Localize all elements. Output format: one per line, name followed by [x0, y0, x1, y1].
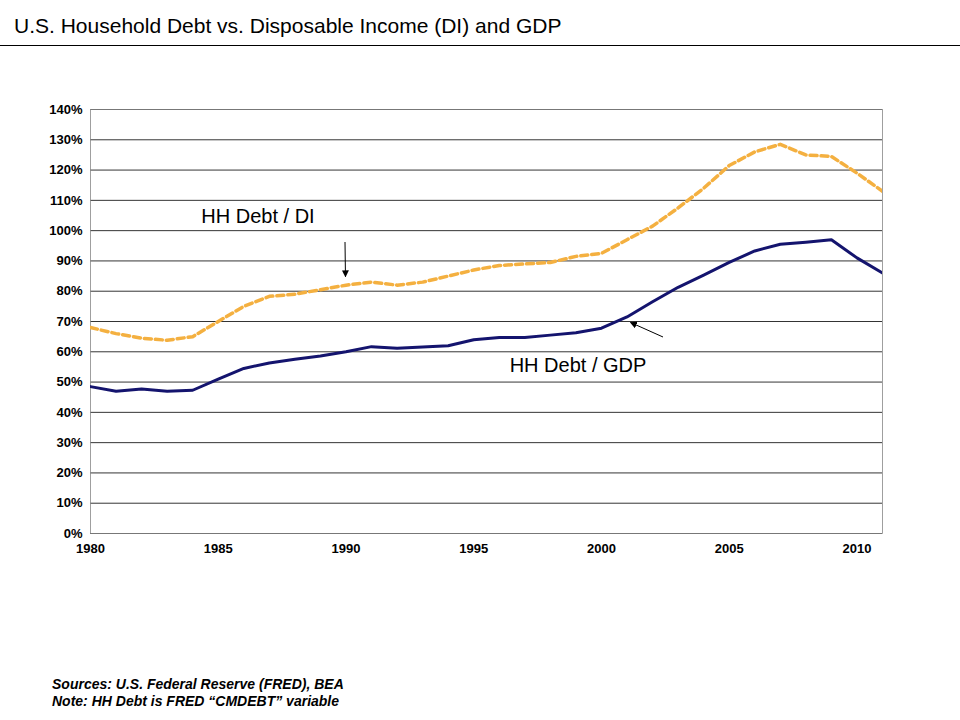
svg-text:130%: 130% [49, 132, 83, 147]
svg-text:2010: 2010 [842, 541, 871, 556]
svg-text:120%: 120% [49, 162, 83, 177]
html-text:U.S. Household Debt vs. Dispos: U.S. Household Debt vs. Disposable Incom… [14, 14, 562, 37]
svg-text:HH Debt / GDP: HH Debt / GDP [510, 354, 647, 376]
html-text:Sources: U.S. Federal Reserve: Sources: U.S. Federal Reserve (FRED), BE… [52, 676, 344, 692]
svg-text:90%: 90% [56, 253, 82, 268]
svg-text:20%: 20% [56, 465, 82, 480]
svg-text:100%: 100% [49, 223, 83, 238]
svg-text:80%: 80% [56, 283, 82, 298]
svg-text:140%: 140% [49, 102, 83, 117]
svg-text:1985: 1985 [204, 541, 233, 556]
svg-text:60%: 60% [56, 344, 82, 359]
svg-text:2005: 2005 [715, 541, 744, 556]
svg-text:2000: 2000 [587, 541, 616, 556]
svg-text:HH Debt / DI: HH Debt / DI [201, 205, 314, 227]
svg-text:10%: 10% [56, 495, 82, 510]
html-text:Note: HH Debt is FRED “CMDEBT”: Note: HH Debt is FRED “CMDEBT” variable [52, 693, 339, 709]
svg-text:0%: 0% [64, 526, 83, 541]
svg-text:30%: 30% [56, 435, 82, 450]
svg-text:1995: 1995 [459, 541, 488, 556]
svg-text:70%: 70% [56, 314, 82, 329]
svg-text:1990: 1990 [332, 541, 361, 556]
svg-text:110%: 110% [50, 193, 83, 208]
svg-text:50%: 50% [56, 374, 82, 389]
svg-text:1980: 1980 [76, 541, 105, 556]
svg-text:40%: 40% [56, 405, 82, 420]
